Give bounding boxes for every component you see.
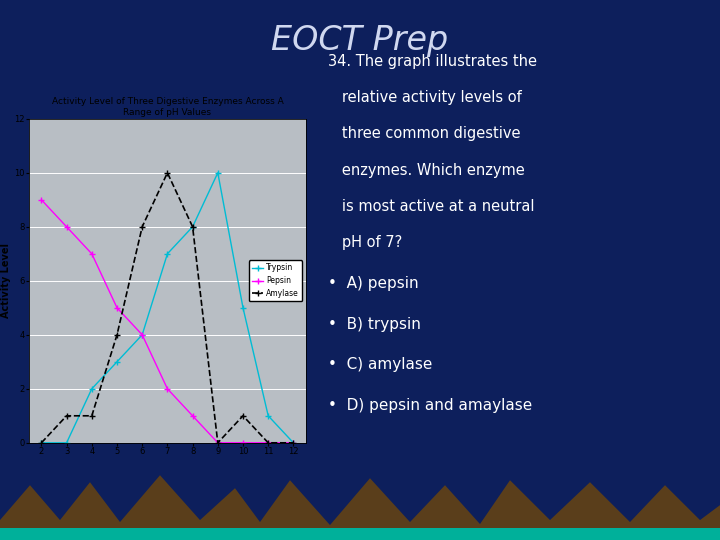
Amylase [264,440,272,446]
Y-axis label: Activity Level: Activity Level [1,244,12,318]
Trypsin [138,332,147,338]
Pepsin [62,224,71,230]
Trypsin [189,224,197,230]
Pepsin [189,413,197,419]
Text: •  A) pepsin: • A) pepsin [328,276,418,292]
Trypsin [289,440,298,446]
Polygon shape [0,475,720,540]
Amylase [88,413,96,419]
Amylase [189,224,197,230]
Amylase [213,440,222,446]
Text: EOCT Prep: EOCT Prep [271,24,449,57]
Trypsin [62,440,71,446]
Line: Pepsin: Pepsin [38,197,297,446]
Amylase [112,332,121,338]
Trypsin [163,251,172,257]
Amylase [289,440,298,446]
Trypsin [264,413,272,419]
Amylase [37,440,46,446]
Title: Activity Level of Three Digestive Enzymes Across A
Range of pH Values: Activity Level of Three Digestive Enzyme… [52,97,283,117]
Trypsin [239,305,248,311]
Pepsin [289,440,298,446]
Pepsin [163,386,172,392]
Text: is most active at a neutral: is most active at a neutral [328,199,534,214]
Pepsin [112,305,121,311]
Text: •  B) trypsin: • B) trypsin [328,317,420,332]
Legend: Trypsin, Pepsin, Amylase: Trypsin, Pepsin, Amylase [249,260,302,301]
Text: three common digestive: three common digestive [328,126,520,141]
Trypsin [112,359,121,365]
Line: Amylase: Amylase [38,170,297,446]
Amylase [62,413,71,419]
Line: Trypsin: Trypsin [38,170,297,446]
Pepsin [37,197,46,203]
Text: pH of 7?: pH of 7? [328,235,402,250]
Polygon shape [0,456,720,540]
X-axis label: pH of  solution: pH of solution [127,459,208,469]
Text: •  C) amylase: • C) amylase [328,357,432,373]
Pepsin [264,440,272,446]
Polygon shape [0,528,720,540]
Pepsin [239,440,248,446]
Pepsin [88,251,96,257]
Trypsin [37,440,46,446]
Text: 34. The graph illustrates the: 34. The graph illustrates the [328,54,536,69]
Amylase [163,170,172,176]
Trypsin [88,386,96,392]
Pepsin [213,440,222,446]
Text: •  D) pepsin and amaylase: • D) pepsin and amaylase [328,398,532,413]
Text: enzymes. Which enzyme: enzymes. Which enzyme [328,163,524,178]
Amylase [138,224,147,230]
Pepsin [138,332,147,338]
Text: relative activity levels of: relative activity levels of [328,90,521,105]
Amylase [239,413,248,419]
Trypsin [213,170,222,176]
